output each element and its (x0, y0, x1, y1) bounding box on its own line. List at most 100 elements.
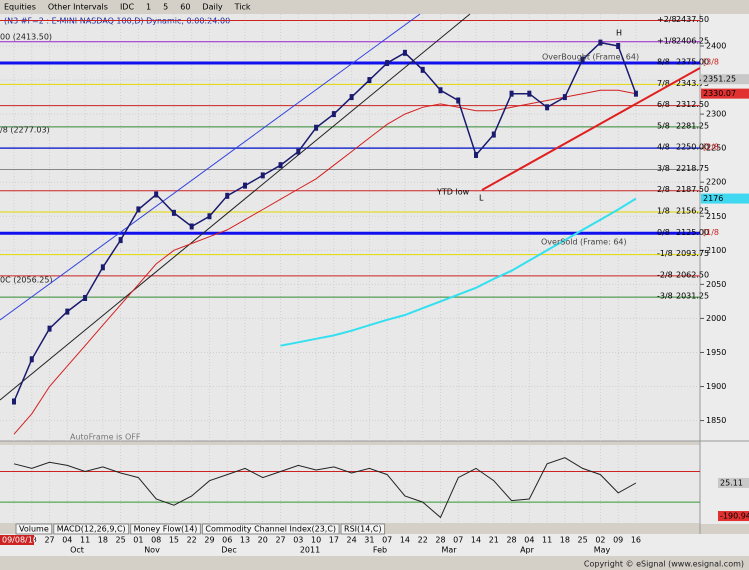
y-tick-label: 2100 (706, 246, 726, 255)
tab-box (201, 523, 340, 535)
x-tick-label: 07 (453, 536, 463, 545)
x-tick-label: 25 (116, 536, 126, 545)
price-bar (509, 90, 514, 97)
price-bar (633, 90, 638, 97)
price-marker-label: 2351.25 (703, 75, 736, 84)
date-axis (0, 534, 749, 556)
month-label: Oct (70, 546, 84, 555)
price-bar (385, 60, 390, 67)
tab-box (15, 523, 53, 535)
toolbar-item: 1 (146, 3, 151, 12)
price-bar (527, 90, 532, 97)
indicator-marker (718, 511, 749, 522)
price-bar (136, 206, 141, 213)
month-label: Nov (144, 546, 160, 555)
start-label: 09/08/10 (2, 536, 38, 545)
x-tick-label: 09 (613, 536, 623, 545)
x-tick-label: 24 (347, 536, 357, 545)
start-label-bg (0, 535, 34, 545)
level-value: 2312.50 (676, 100, 709, 109)
indicator-line (13, 457, 637, 519)
indicator-pane (0, 445, 700, 523)
x-tick-label: 20 (258, 536, 268, 545)
y-tick-label: 2050 (706, 280, 726, 289)
tab-label: Commodity Channel Index(23,C) (205, 525, 336, 534)
x-tick-label: 18 (560, 536, 570, 545)
toolbar-item: 60 (180, 3, 190, 12)
x-tick-label: 06 (222, 536, 232, 545)
price-pane (0, 14, 700, 441)
month-label: Apr (520, 546, 535, 555)
trendline (0, 13, 421, 321)
y-tick-label: 2150 (706, 212, 726, 221)
level-value: 2281.25 (676, 121, 709, 130)
level-value: 2031.25 (676, 292, 709, 301)
price-bar (314, 124, 319, 131)
left-label: 00 (2413.50) (0, 32, 52, 41)
annotation: OverSold (Frame: 64) (541, 238, 627, 247)
price-bar (12, 398, 16, 405)
x-tick-label: 07 (382, 536, 392, 545)
x-tick-label: 25 (578, 536, 588, 545)
price-bar (47, 325, 52, 332)
copyright: Copyright © eSignal (www.esignal.com) (584, 560, 744, 569)
price-bar (420, 66, 425, 73)
month-label: 2011 (300, 546, 320, 555)
x-tick-label: 31 (364, 536, 374, 545)
price-bar (118, 237, 123, 244)
annotation: YTD low (436, 188, 470, 197)
level-value: 2437.50 (676, 15, 709, 24)
price-bar (100, 264, 105, 271)
chart-title: (N3 #F=2 : E-MINI NASDAQ 100,D) Dynamic,… (4, 17, 230, 26)
price-marker (701, 74, 749, 85)
x-tick-label: 28 (435, 536, 445, 545)
toolbar-item: Equities (4, 3, 36, 12)
y-tick-label: 1950 (706, 348, 726, 357)
toolbar (0, 0, 749, 14)
price-bar (456, 97, 461, 104)
toolbar-item: Tick (234, 3, 251, 12)
tab[interactable]: Commodity Channel Index(23,C) (201, 523, 340, 535)
x-tick-label: 16 (631, 536, 641, 545)
price-bar (296, 148, 301, 155)
level-suffix: [2/8 (703, 143, 719, 152)
x-tick-label: 13 (240, 536, 250, 545)
x-tick-label: 14 (471, 536, 481, 545)
tab-box (130, 523, 201, 535)
tab[interactable]: Volume (15, 523, 53, 535)
x-tick-label: 08 (151, 536, 161, 545)
price-bar (545, 104, 550, 111)
level-value: 2218.75 (676, 164, 709, 173)
tab[interactable]: Money Flow(14) (130, 523, 201, 535)
price-axis (700, 14, 749, 524)
level-name: -2/8 (657, 270, 673, 279)
price-bar (349, 94, 354, 101)
x-tick-label: 28 (506, 536, 516, 545)
x-tick-label: 04 (62, 536, 72, 545)
level-value: 2406.25 (676, 36, 709, 45)
price-marker-label: 2176 (703, 194, 723, 203)
price-bar (474, 151, 479, 158)
level-value: 2343.75 (676, 79, 709, 88)
toolbar-item: Daily (202, 3, 223, 12)
x-tick-label: 11 (80, 536, 90, 545)
annotation: AutoFrame is OFF (70, 433, 141, 442)
x-tick-label: 03 (293, 536, 303, 545)
x-tick-label: 14 (400, 536, 410, 545)
level-name: 8/8 (657, 58, 670, 67)
tab-label: Volume (19, 525, 49, 534)
left-label: 0C (2056.25) (0, 276, 53, 285)
tab-box (340, 523, 386, 535)
month-label: Mar (441, 546, 457, 555)
price-marker (701, 88, 749, 99)
indicator-marker-label: -190.94 (720, 512, 749, 521)
level-value: 2250.00 (676, 143, 709, 152)
price-bar (562, 94, 567, 101)
toolbar-item: 5 (163, 3, 168, 12)
annotation: H (616, 29, 622, 38)
price-bar (189, 223, 194, 230)
tab[interactable]: MACD(12,26,9,C) (53, 523, 130, 535)
tab[interactable]: RSI(14,C) (340, 523, 386, 535)
level-name: +1/8 (657, 36, 677, 45)
level-value: 2375.00 (676, 58, 709, 67)
